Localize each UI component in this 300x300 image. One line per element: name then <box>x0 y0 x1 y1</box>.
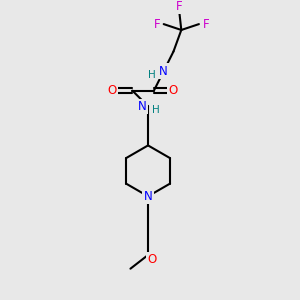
Text: O: O <box>168 84 177 97</box>
Text: O: O <box>147 254 157 266</box>
Text: F: F <box>154 18 160 31</box>
Text: F: F <box>202 18 209 31</box>
Text: H: H <box>152 105 160 115</box>
Text: H: H <box>148 70 156 80</box>
Text: N: N <box>144 190 152 203</box>
Text: N: N <box>159 64 168 78</box>
Text: N: N <box>138 100 146 113</box>
Text: F: F <box>176 0 183 13</box>
Text: O: O <box>107 84 116 97</box>
